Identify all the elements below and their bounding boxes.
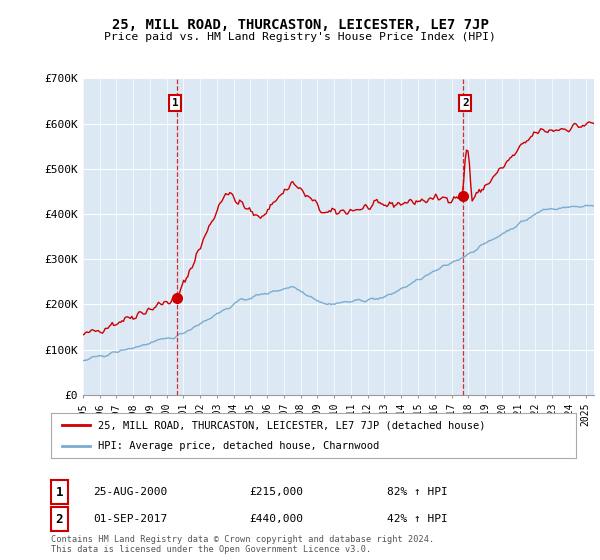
- Text: 2: 2: [462, 98, 469, 108]
- Text: 42% ↑ HPI: 42% ↑ HPI: [387, 514, 448, 524]
- Text: 25, MILL ROAD, THURCASTON, LEICESTER, LE7 7JP: 25, MILL ROAD, THURCASTON, LEICESTER, LE…: [112, 18, 488, 32]
- Text: Price paid vs. HM Land Registry's House Price Index (HPI): Price paid vs. HM Land Registry's House …: [104, 32, 496, 42]
- Text: 01-SEP-2017: 01-SEP-2017: [93, 514, 167, 524]
- Text: 2: 2: [56, 512, 63, 526]
- Text: 25-AUG-2000: 25-AUG-2000: [93, 487, 167, 497]
- Text: 25, MILL ROAD, THURCASTON, LEICESTER, LE7 7JP (detached house): 25, MILL ROAD, THURCASTON, LEICESTER, LE…: [98, 421, 486, 431]
- Text: £440,000: £440,000: [249, 514, 303, 524]
- Text: 82% ↑ HPI: 82% ↑ HPI: [387, 487, 448, 497]
- Text: HPI: Average price, detached house, Charnwood: HPI: Average price, detached house, Char…: [98, 441, 380, 451]
- Text: 1: 1: [172, 98, 178, 108]
- Text: £215,000: £215,000: [249, 487, 303, 497]
- Text: 1: 1: [56, 486, 63, 499]
- Text: Contains HM Land Registry data © Crown copyright and database right 2024.
This d: Contains HM Land Registry data © Crown c…: [51, 535, 434, 554]
